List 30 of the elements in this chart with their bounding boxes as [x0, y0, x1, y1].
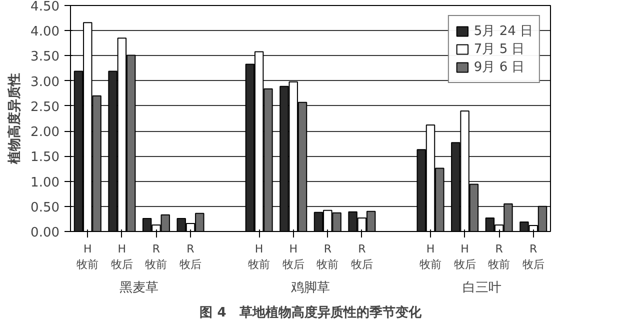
x-tick-label: H 牧后	[110, 242, 133, 272]
y-tick-label: 2.00	[30, 125, 60, 140]
y-tick-label: 1.00	[30, 175, 60, 190]
y-tick-label: 2.50	[30, 100, 60, 115]
y-tick-label: 3.50	[30, 50, 60, 65]
legend-label: 9月 6 日	[474, 59, 525, 76]
y-tick-label: 1.50	[30, 150, 60, 166]
y-tick-label: 0.50	[30, 200, 60, 216]
x-tick-label: R 牧后	[522, 242, 544, 272]
legend-label: 7月 5 日	[474, 41, 525, 58]
y-tick-label: 0.00	[30, 226, 60, 240]
x-tick-label: H 牧前	[76, 242, 99, 272]
y-axis-title: 植物高度异质性	[6, 73, 23, 165]
x-tick-label: H 牧前	[420, 242, 442, 272]
y-tick-label: 3.00	[30, 74, 60, 90]
text: 黑麦草	[120, 280, 159, 296]
x-tick-label: R 牧前	[145, 242, 168, 272]
y-tick-label: 4.50	[30, 0, 60, 14]
x-tick-label: H 牧后	[282, 242, 304, 272]
x-tick-label: R 牧前	[316, 242, 339, 272]
legend-label: 5月 24 日	[474, 23, 533, 40]
x-tick-label: R 牧后	[350, 242, 373, 272]
text: 鸡脚草	[290, 280, 330, 296]
y-tick-label: 4.00	[30, 24, 60, 40]
caption: 图 4 草地植物高度异质性的季节变化	[200, 304, 422, 320]
x-tick-label: R 牧后	[180, 242, 202, 272]
x-tick-label: H 牧后	[454, 242, 476, 272]
text: 白三叶	[462, 280, 502, 296]
x-tick-label: R 牧前	[488, 242, 510, 272]
x-tick-label: H 牧前	[248, 242, 270, 272]
